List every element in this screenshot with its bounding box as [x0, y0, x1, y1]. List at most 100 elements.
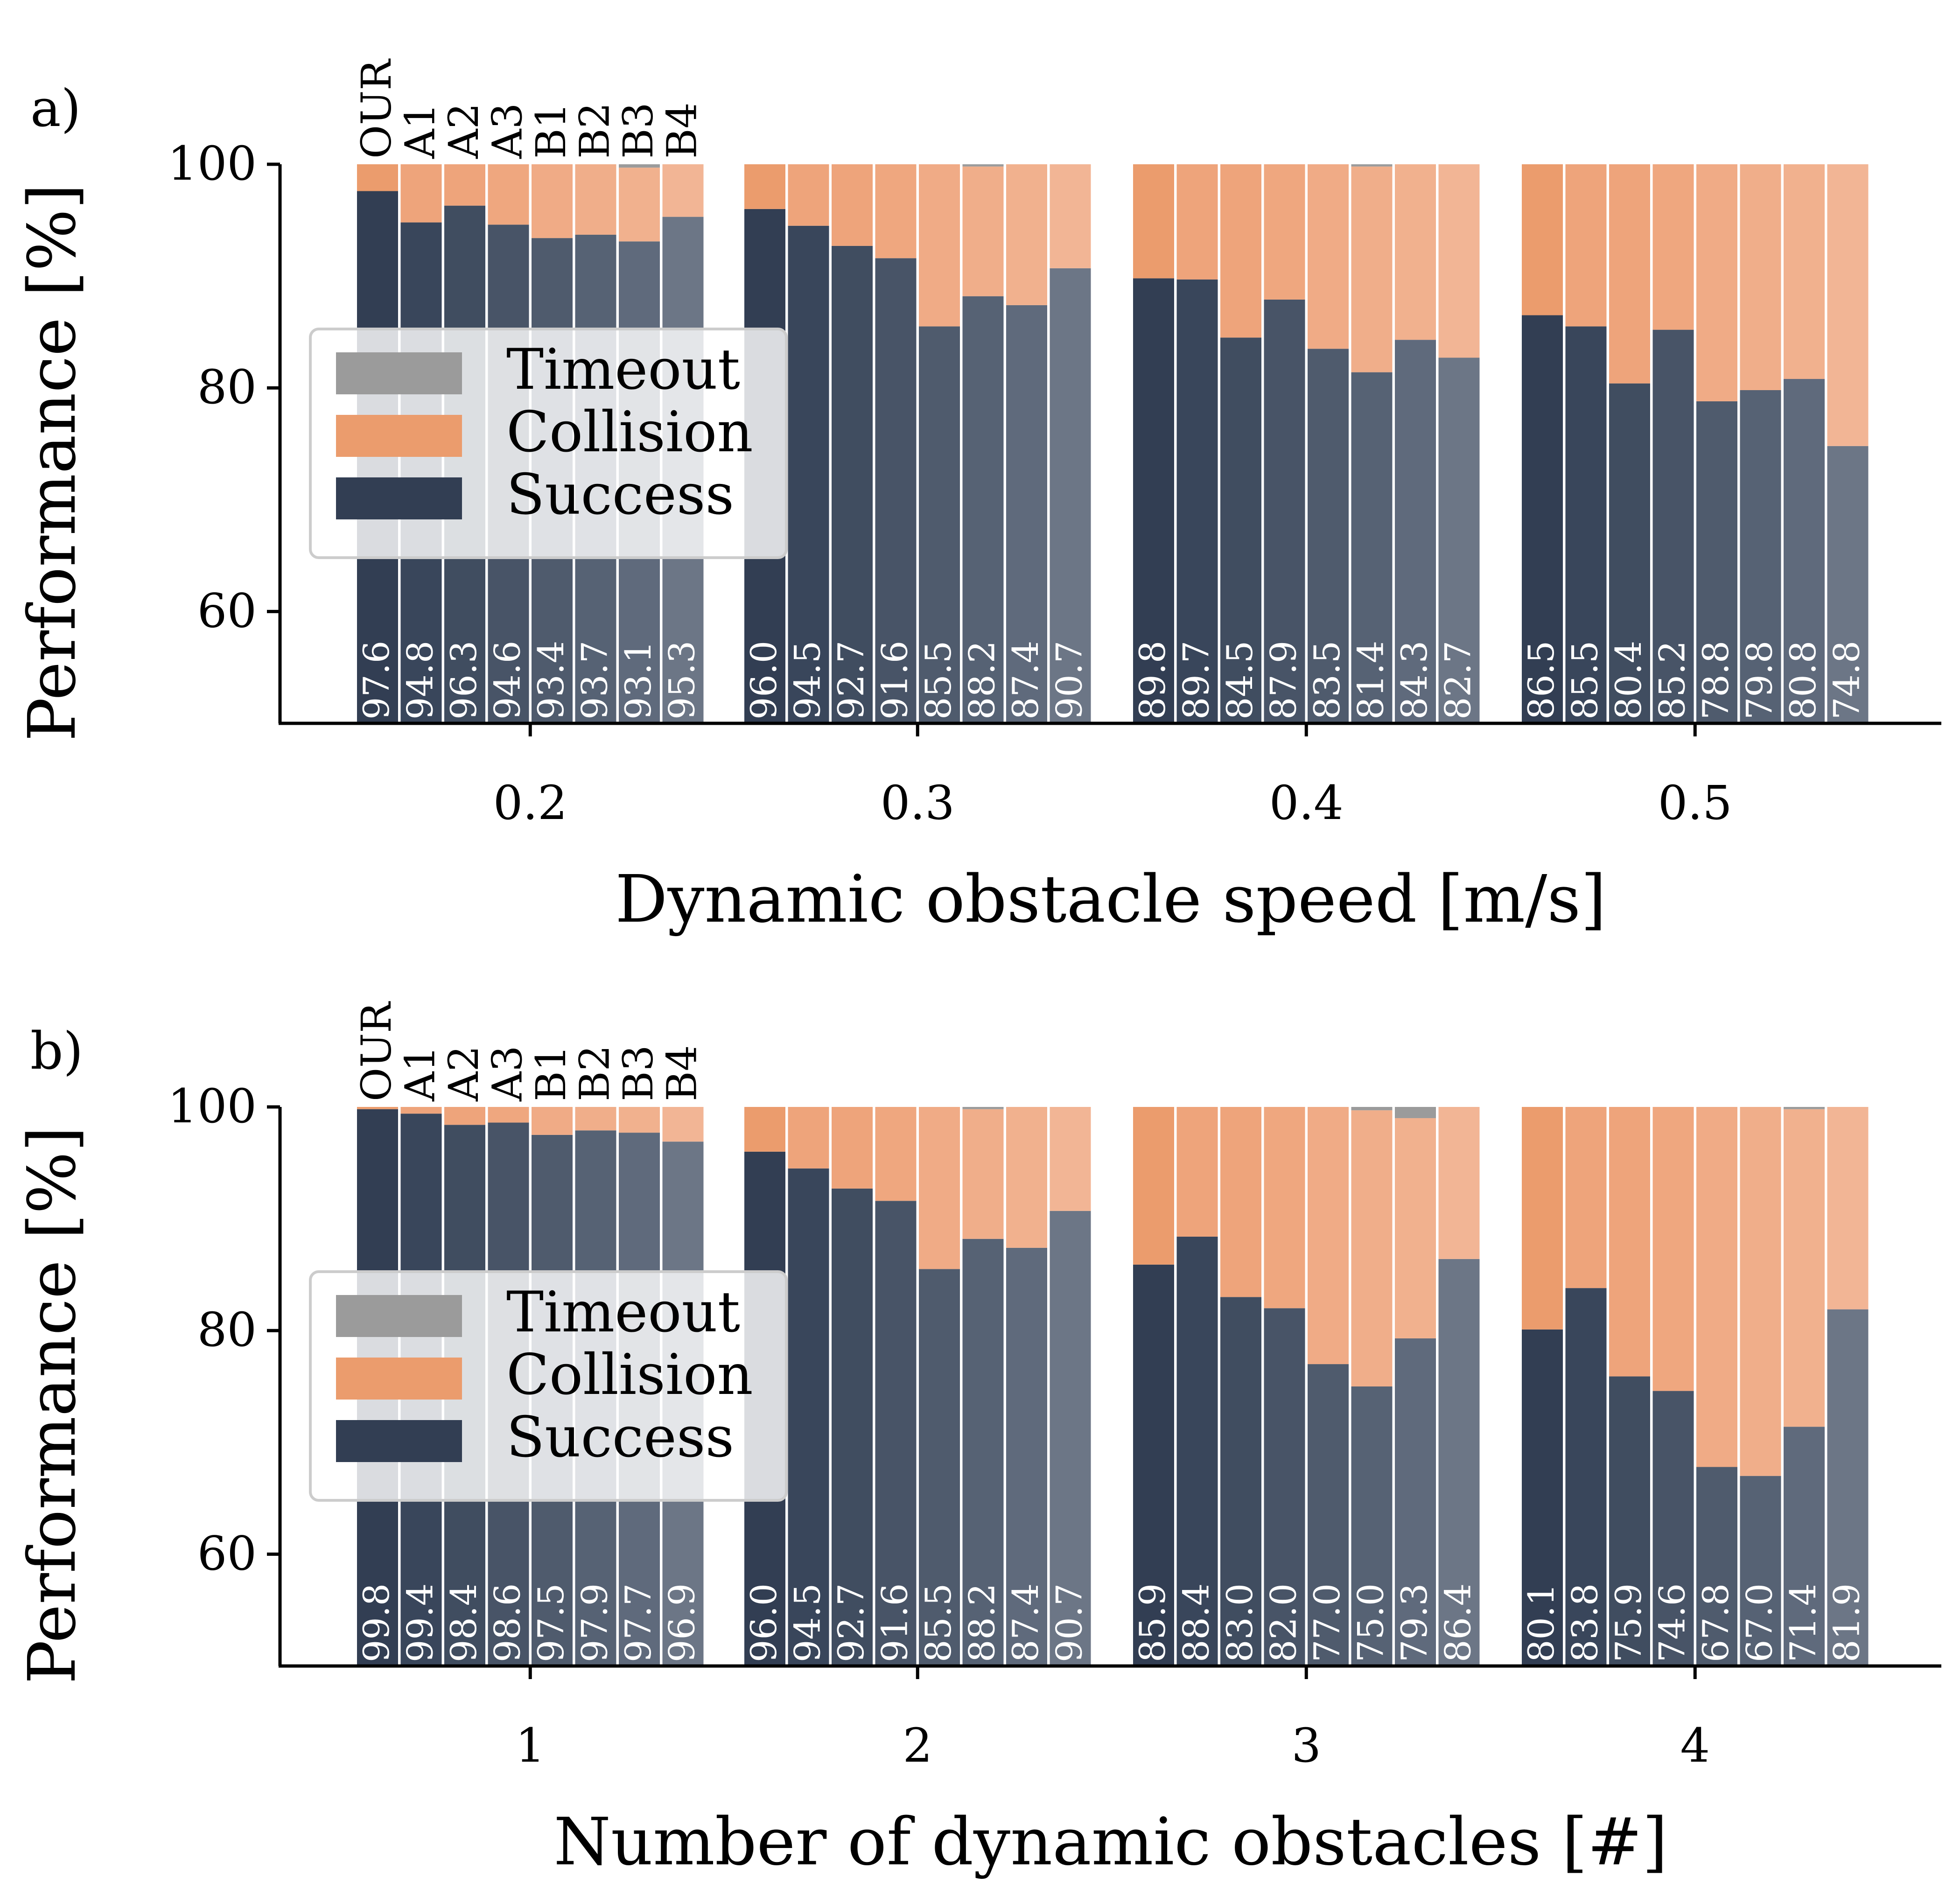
- method-label-a2: A2: [440, 1045, 488, 1102]
- bar-collision-2-b4: [1050, 1107, 1091, 1211]
- bar-success-0.3-b3: [1006, 305, 1047, 723]
- bar-collision-0.5-b4: [1827, 164, 1869, 446]
- bar-collision-2-b1: [919, 1107, 960, 1269]
- bar-timeout-0.4-b2: [1351, 164, 1393, 167]
- bars: 99.8 99.4 98.4 98.6 97.5 97.9 97.7 96.9 96.0 94.5…: [356, 1107, 1869, 1666]
- legend-swatch-success: [336, 477, 462, 519]
- y-tick-label-100: 100: [168, 1079, 257, 1134]
- bar-success-4-b4: [1827, 1309, 1869, 1666]
- bar-success-0.3-b2: [962, 296, 1004, 723]
- bar-collision-0.4-our: [1133, 164, 1174, 279]
- bar-collision-1-b3: [619, 1107, 660, 1133]
- value-label-0.5-our: 86.5: [1520, 641, 1562, 720]
- method-label-b2: B2: [571, 102, 619, 159]
- bar-collision-2-a3: [875, 1107, 917, 1201]
- bar-collision-3-b1: [1308, 1107, 1349, 1365]
- legend-label-success: Success: [506, 462, 734, 527]
- bar-success-2-a2: [832, 1188, 873, 1666]
- bar-success-0.5-a3: [1652, 329, 1694, 723]
- value-label-0.2-b2: 93.7: [574, 641, 616, 720]
- bar-collision-0.3-a3: [875, 164, 917, 259]
- panel-label: b): [30, 1021, 83, 1081]
- value-label-3-our: 85.9: [1132, 1583, 1173, 1662]
- bar-collision-0.3-a1: [788, 164, 829, 226]
- bar-success-4-b1: [1696, 1467, 1737, 1666]
- x-tick-label-0.3: 0.3: [881, 776, 955, 830]
- bar-collision-0.2-a3: [488, 164, 529, 225]
- y-tick-label-60: 60: [197, 583, 257, 638]
- value-label-0.3-b1: 85.5: [917, 641, 959, 720]
- bar-success-4-b3: [1784, 1427, 1825, 1666]
- value-label-0.4-b3: 84.3: [1393, 641, 1435, 720]
- value-label-0.4-b4: 82.7: [1437, 641, 1479, 720]
- bar-success-0.4-b4: [1438, 357, 1480, 723]
- value-label-3-b1: 77.0: [1306, 1583, 1348, 1662]
- bar-success-0.4-a1: [1176, 279, 1218, 723]
- value-label-3-a1: 88.4: [1176, 1583, 1217, 1662]
- bar-timeout-0.2-b3: [619, 164, 660, 168]
- value-label-2-our: 96.0: [743, 1583, 784, 1662]
- legend-swatch-success: [336, 1420, 462, 1462]
- bar-collision-2-a2: [832, 1107, 873, 1189]
- method-label-b4: B4: [658, 102, 706, 159]
- method-label-a1: A1: [396, 1045, 444, 1102]
- value-label-0.4-a3: 87.9: [1263, 641, 1304, 720]
- panel-b: 99.8 99.4 98.4 98.6 97.5 97.9 97.7 96.9 96.0 94.5…: [14, 1001, 1941, 1880]
- bar-success-0.4-a3: [1264, 299, 1305, 723]
- bar-collision-0.4-b3: [1395, 164, 1436, 340]
- value-label-4-our: 80.1: [1520, 1583, 1562, 1662]
- bar-collision-3-a1: [1176, 1107, 1218, 1237]
- value-label-0.2-our: 97.6: [356, 641, 397, 720]
- value-label-0.2-a2: 96.3: [443, 641, 484, 720]
- bar-success-0.4-b3: [1395, 340, 1436, 723]
- bar-collision-0.3-b1: [919, 164, 960, 327]
- value-label-2-b4: 90.7: [1049, 1583, 1090, 1662]
- bar-success-2-a3: [875, 1201, 917, 1666]
- value-label-2-a2: 92.7: [830, 1583, 872, 1662]
- bar-success-3-a1: [1176, 1236, 1218, 1666]
- legend-label-timeout: Timeout: [506, 337, 740, 402]
- bar-collision-3-b2: [1351, 1110, 1393, 1386]
- y-axis-label: Performance [%]: [14, 183, 91, 741]
- bar-collision-4-a1: [1565, 1107, 1607, 1288]
- bar-collision-0.2-b2: [575, 164, 616, 235]
- value-label-1-our: 99.8: [356, 1583, 397, 1662]
- method-label-b4: B4: [658, 1045, 706, 1101]
- bar-success-3-a2: [1220, 1297, 1261, 1666]
- bar-timeout-3-b2: [1351, 1107, 1393, 1111]
- bar-success-0.3-a1: [788, 225, 829, 723]
- bar-collision-0.5-a1: [1565, 164, 1607, 327]
- bar-success-0.5-a2: [1609, 383, 1650, 723]
- bar-timeout-2-b2: [962, 1107, 1004, 1109]
- bar-success-0.3-b4: [1050, 268, 1091, 723]
- value-label-1-a3: 98.6: [487, 1583, 528, 1662]
- x-tick-label-3: 3: [1291, 1718, 1321, 1773]
- value-label-0.3-b3: 87.4: [1005, 641, 1046, 720]
- legend-swatch-timeout: [336, 352, 462, 394]
- bar-collision-4-b2: [1740, 1107, 1781, 1476]
- bar-collision-4-a2: [1609, 1107, 1650, 1377]
- bar-collision-0.4-a2: [1220, 164, 1261, 338]
- legend-swatch-collision: [336, 1358, 462, 1400]
- bar-timeout-0.3-b2: [962, 164, 1004, 167]
- bar-collision-0.5-b2: [1740, 164, 1781, 390]
- value-label-0.4-b2: 81.4: [1350, 641, 1392, 720]
- value-label-0.2-b4: 95.3: [661, 641, 703, 720]
- value-label-0.3-a3: 91.6: [874, 641, 916, 720]
- bar-success-0.5-b3: [1784, 379, 1825, 723]
- x-tick-label-0.2: 0.2: [493, 776, 567, 830]
- bar-success-2-b2: [962, 1239, 1004, 1666]
- bar-success-0.4-our: [1133, 278, 1174, 723]
- value-label-0.5-b2: 79.8: [1739, 641, 1780, 720]
- bar-collision-0.2-a1: [400, 164, 442, 223]
- value-label-4-b2: 67.0: [1739, 1583, 1780, 1662]
- bar-success-3-b3: [1395, 1338, 1436, 1666]
- bar-success-3-a3: [1264, 1308, 1305, 1666]
- bar-collision-2-our: [744, 1107, 785, 1152]
- bar-collision-2-a1: [788, 1107, 829, 1169]
- bar-success-2-b3: [1006, 1247, 1047, 1666]
- bar-success-3-our: [1133, 1264, 1174, 1666]
